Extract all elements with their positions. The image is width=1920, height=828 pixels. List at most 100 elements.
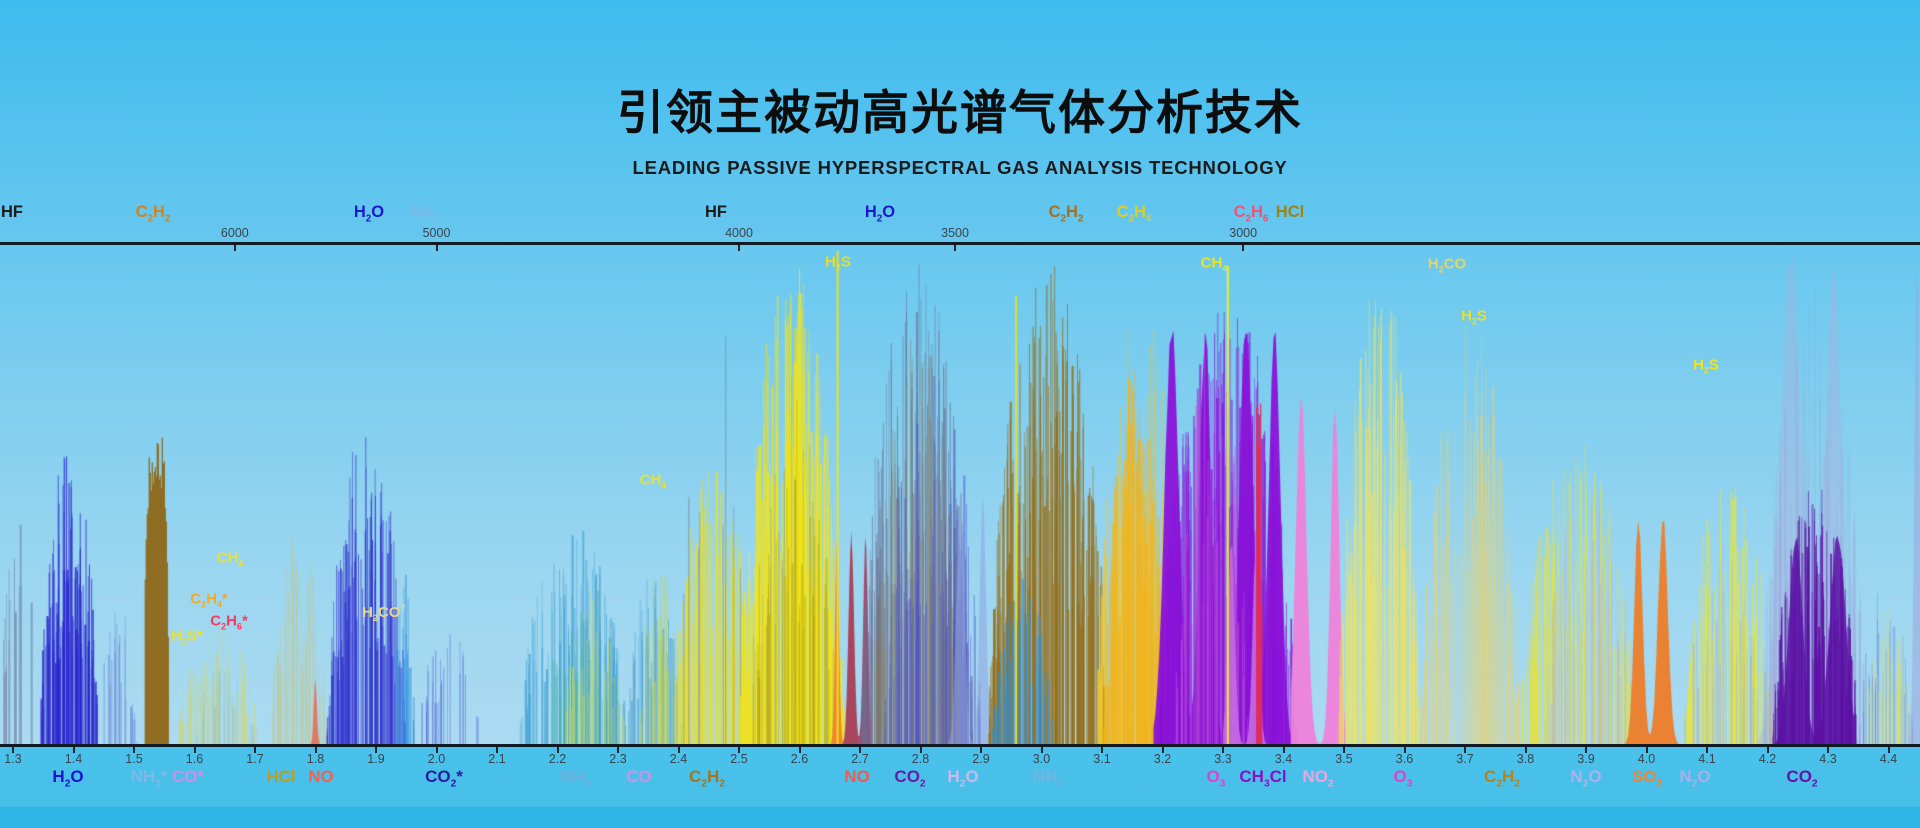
wavelength-tick xyxy=(496,747,498,753)
wavelength-tick xyxy=(193,747,196,753)
wavelength-tick-label: 3.6 xyxy=(1395,752,1414,766)
wavelength-tick xyxy=(617,747,619,753)
molecule-label-no2: NO2 xyxy=(1302,767,1334,790)
wavelength-tick xyxy=(1403,747,1406,753)
molecule-label-nh3: NH3 xyxy=(559,767,591,790)
wavelength-tick xyxy=(1464,747,1466,753)
wavelength-tick-label: 1.5 xyxy=(125,752,143,766)
molecule-label-o3: O3 xyxy=(1393,767,1413,790)
molecule-label-ch4: CH4 xyxy=(1200,254,1228,274)
molecule-label-h2o: H2O xyxy=(353,203,385,225)
molecule-label-n2o: N2O xyxy=(1570,767,1602,790)
wavelength-tick xyxy=(1222,747,1224,753)
wavenumber-tick-label: 3500 xyxy=(941,226,969,240)
wavelength-tick-label: 1.4 xyxy=(64,752,83,766)
molecule-label-n2o: N2O xyxy=(1679,767,1711,790)
wavelength-tick-label: 3.8 xyxy=(1516,752,1535,766)
wavelength-tick xyxy=(859,747,861,753)
wavelength-tick xyxy=(1585,747,1587,753)
wavenumber-tick xyxy=(954,245,957,251)
wavelength-tick-label: 2.1 xyxy=(488,752,506,766)
molecule-label-nh3: NH3 xyxy=(1032,767,1064,790)
wavelength-tick-label: 3.0 xyxy=(1032,752,1051,766)
molecule-label-h2s: H2S* xyxy=(171,627,203,647)
molecule-label-c2h4: C2H4* xyxy=(190,590,228,610)
molecule-label-hf: HF xyxy=(705,203,727,221)
wavelength-tick-label: 1.6 xyxy=(185,752,204,766)
wavenumber-tick-label: 3000 xyxy=(1229,226,1258,240)
molecule-label-h2o: H2O xyxy=(864,203,896,225)
wavelength-tick xyxy=(1645,747,1648,753)
wavelength-tick xyxy=(1887,747,1890,753)
wavelength-tick-label: 1.9 xyxy=(367,752,385,766)
wavelength-tick xyxy=(1827,747,1829,753)
wavelength-tick xyxy=(919,747,922,753)
molecule-label-hf: HF xyxy=(1,203,23,221)
molecule-label-c2h2: C2H2 xyxy=(1484,767,1520,790)
wavelength-tick-label: 1.3 xyxy=(4,752,22,766)
wavelength-tick-label: 4.3 xyxy=(1819,752,1837,766)
wavelength-axis-line xyxy=(0,744,1920,747)
wavelength-tick xyxy=(980,747,982,753)
wavelength-tick-label: 3.5 xyxy=(1335,752,1353,766)
wavelength-tick xyxy=(1101,747,1103,753)
wavenumber-tick-label: 4000 xyxy=(725,226,753,240)
molecule-label-h2co: H2CO† xyxy=(362,603,406,623)
molecule-label-ch4: CH4 xyxy=(216,549,244,569)
molecule-label-so2: SO2 xyxy=(1631,767,1663,790)
wavelength-tick-label: 2.8 xyxy=(911,752,930,766)
molecule-label-o3: O3 xyxy=(1206,767,1226,790)
wavelength-tick xyxy=(1766,747,1769,753)
molecule-label-hcl: HCl xyxy=(266,767,296,786)
wavelength-tick xyxy=(1524,747,1527,753)
molecule-label-c2h2: C2H2 xyxy=(135,203,171,225)
wavelength-tick-label: 3.9 xyxy=(1577,752,1595,766)
wavelength-tick-label: 2.7 xyxy=(851,752,869,766)
wavelength-tick-label: 2.5 xyxy=(730,752,748,766)
molecule-label-co: CO xyxy=(626,767,652,786)
wavelength-tick xyxy=(556,747,559,753)
molecule-label-c2h2: C2H2 xyxy=(689,767,725,790)
molecule-label-no: NO xyxy=(308,767,334,786)
molecule-label-h2co: H2CO xyxy=(1427,255,1467,275)
wavelength-tick-label: 2.0 xyxy=(427,752,446,766)
wavelength-tick xyxy=(738,747,740,753)
molecule-label-co2: CO2 xyxy=(1786,767,1818,790)
molecule-label-hcl: HCl xyxy=(1275,203,1305,221)
wavelength-tick xyxy=(375,747,377,753)
wavelength-tick-label: 1.8 xyxy=(306,752,325,766)
wavelength-tick xyxy=(1282,747,1285,753)
molecule-label-h2o: H2O xyxy=(947,767,979,790)
molecule-label-c2h6: C2H6* xyxy=(210,612,248,632)
wavelength-tick-label: 3.3 xyxy=(1214,752,1232,766)
wavelength-tick-label: 4.1 xyxy=(1698,752,1716,766)
molecule-label-nh3: NH3 xyxy=(409,203,439,225)
wavelength-tick-label: 3.7 xyxy=(1456,752,1474,766)
wavenumber-tick xyxy=(233,245,236,251)
wavelength-tick xyxy=(798,747,801,753)
wavelength-tick-label: 2.6 xyxy=(790,752,809,766)
wavenumber-tick-label: 5000 xyxy=(422,226,451,240)
wavelength-tick-label: 4.4 xyxy=(1879,752,1898,766)
wavelength-tick xyxy=(1040,747,1043,753)
molecule-label-h2s: H2S xyxy=(1461,307,1487,327)
molecule-label-h2o: H2O xyxy=(52,767,84,790)
molecule-label-c2h2: C2H2 xyxy=(1048,203,1084,225)
molecule-label-h2s: H2S xyxy=(1693,356,1719,376)
molecule-label-c2h4: C2H4 xyxy=(1116,203,1152,225)
molecule-label-ch3cl: CH3Cl xyxy=(1239,767,1287,790)
molecule-label-no: NO xyxy=(844,767,870,786)
molecule-label-co2: CO2* xyxy=(425,767,463,790)
wavenumber-axis-line xyxy=(0,242,1920,245)
wavelength-tick xyxy=(314,747,317,753)
wavelength-tick-label: 4.0 xyxy=(1637,752,1656,766)
molecule-label-c2h6: C2H6 xyxy=(1233,203,1269,225)
wavelength-tick xyxy=(1343,747,1345,753)
wavelength-tick xyxy=(1706,747,1708,753)
molecule-label-ch4: CH4 xyxy=(639,471,667,491)
molecule-label-co2: CO2 xyxy=(894,767,926,790)
wavelength-tick-label: 2.3 xyxy=(609,752,627,766)
molecule-label-nh3: NH3* xyxy=(130,767,168,790)
